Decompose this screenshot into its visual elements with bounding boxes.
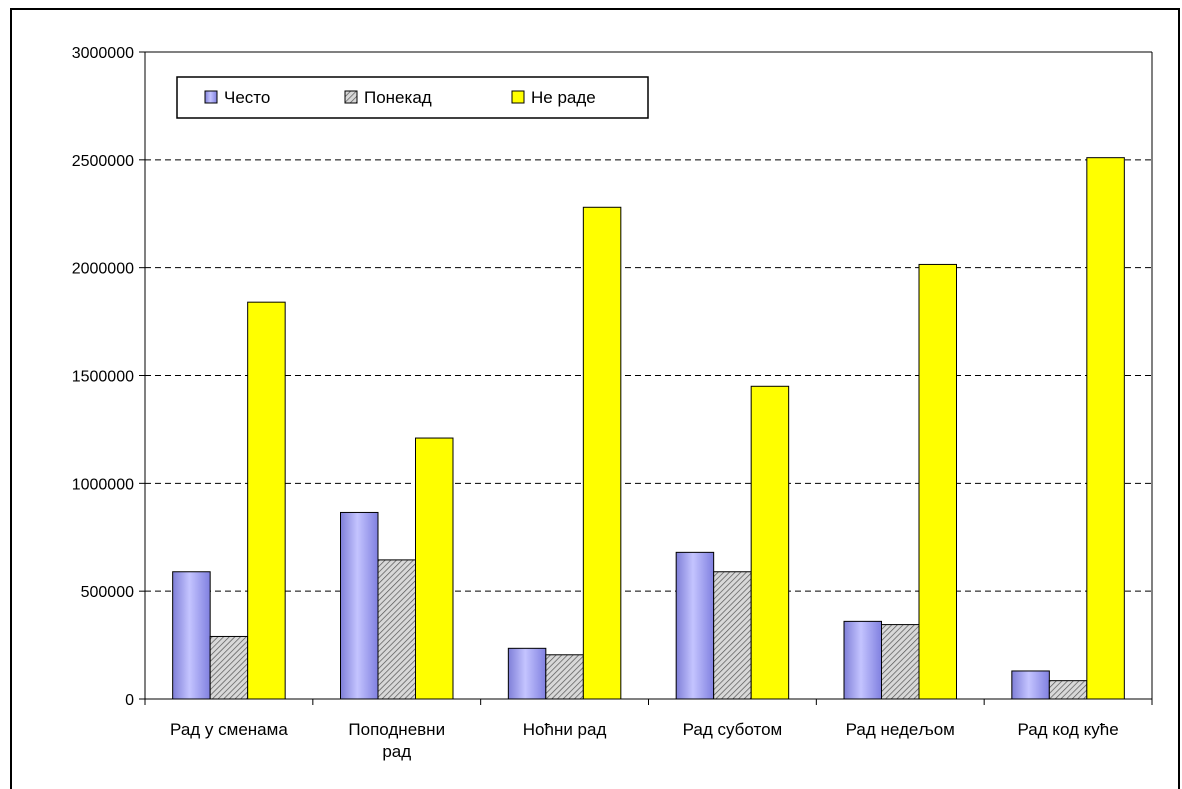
y-tick-label: 1000000 [72, 476, 134, 493]
bar-chesto [172, 571, 211, 700]
legend-label: Не раде [531, 88, 596, 107]
category-label: Рад суботом [683, 720, 783, 739]
y-tick-label: 3000000 [72, 45, 134, 62]
bar-ne-rade [247, 301, 286, 700]
chart-frame [10, 8, 1180, 789]
legend: Често Понекад Не раде [176, 76, 649, 119]
legend-box [176, 76, 649, 119]
legend-swatch [344, 90, 358, 104]
bar-chesto [507, 647, 547, 700]
bar-ne-rade [415, 437, 454, 700]
y-tick-label: 1500000 [72, 369, 134, 386]
bar-ponekad [209, 635, 249, 700]
category-label: Рад у сменама [170, 720, 288, 739]
category-label: Рад код куће [1017, 720, 1118, 739]
bar-chesto [340, 511, 379, 700]
legend-swatch [511, 90, 525, 104]
bar-ponekad [377, 559, 416, 700]
legend-swatch [204, 90, 218, 104]
category-label: Рад недељом [846, 720, 955, 739]
bar-ponekad [545, 654, 584, 700]
category-label: Поподневни [348, 720, 445, 739]
plot-area: 0 500000 1000000 1500000 2000000 2500000 30000… [72, 45, 1153, 761]
bar-ponekad [881, 624, 920, 700]
y-tick-label: 0 [125, 692, 134, 709]
bar-ne-rade [1086, 157, 1125, 700]
bar-ponekad [1048, 680, 1088, 700]
bar-ne-rade [750, 385, 790, 700]
bar-chesto [1011, 670, 1050, 700]
y-tick-label: 2000000 [72, 261, 134, 278]
legend-label: Понекад [364, 88, 432, 107]
bar-chesto [675, 551, 715, 700]
bar-chesto [843, 620, 882, 700]
legend-label: Често [224, 88, 270, 107]
bar-ponekad [713, 571, 752, 700]
bar-ne-rade [918, 263, 957, 700]
y-tick-label: 2500000 [72, 153, 134, 170]
category-label: Ноћни рад [523, 720, 607, 739]
y-tick-label: 500000 [81, 584, 134, 601]
category-label: рад [382, 742, 411, 761]
bar-ne-rade [582, 206, 622, 700]
